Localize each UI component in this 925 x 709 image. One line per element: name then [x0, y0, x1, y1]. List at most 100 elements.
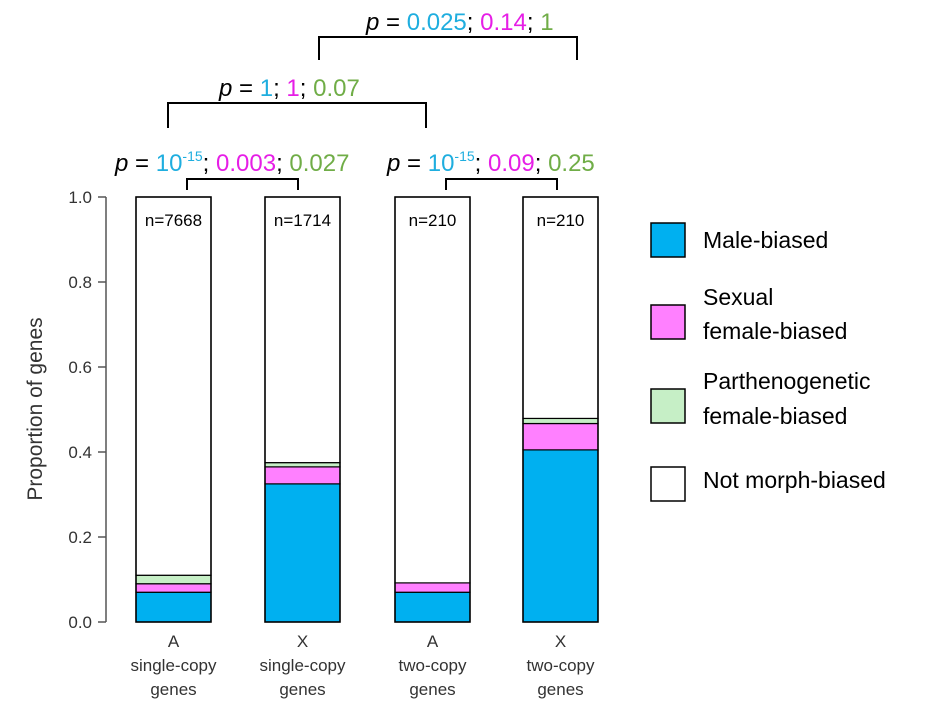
y-tick-label: 0.8 — [68, 273, 92, 292]
legend-swatch — [650, 388, 686, 424]
p-sep: ; — [475, 150, 488, 177]
bracket-a-x-two — [445, 178, 558, 190]
legend-item: Male-biased — [650, 222, 828, 258]
p-parth: 0.027 — [289, 150, 349, 177]
bar-n-label: n=1714 — [274, 211, 331, 230]
p-sep: ; — [203, 150, 216, 177]
p-male-exp: -15 — [454, 148, 474, 164]
legend-swatch — [650, 466, 686, 502]
p-annotation-a-vs-x-single: p = 10-15; 0.003; 0.027 — [114, 148, 349, 177]
x-tick-label: two-copy — [398, 656, 467, 675]
bar-segment-not-morph-biased — [522, 196, 599, 420]
bar-outline — [264, 196, 341, 623]
p-equals: = — [400, 150, 427, 177]
bar-outline — [522, 196, 599, 623]
p-parth: 0.07 — [313, 75, 360, 102]
y-tick-label: 1.0 — [68, 188, 92, 207]
bar-n-label: n=210 — [537, 211, 585, 230]
p-sexual: 1 — [286, 75, 299, 102]
bar-stack: n=1714 — [264, 196, 341, 623]
legend-label: Sexual — [703, 284, 773, 310]
legend-label: female-biased — [703, 318, 847, 344]
p-equals: = — [379, 9, 406, 36]
bar-segment-sexual-female-biased — [522, 422, 599, 451]
p-annotation-a-vs-x-two: p = 10-15; 0.09; 0.25 — [386, 148, 595, 177]
p-symbol: p — [365, 9, 379, 36]
p-parth: 1 — [540, 9, 553, 36]
p-annotation-x-single-vs-two: p = 0.025; 0.14; 1 — [365, 9, 554, 36]
bracket-mid — [167, 102, 427, 128]
y-tick-label: 0.4 — [68, 443, 92, 462]
bar-segment-parthenogenetic-female-biased — [522, 417, 599, 425]
legend-item: Sexual female-biased — [650, 284, 847, 344]
bar-stack: n=7668 — [135, 196, 212, 623]
p-sep: ; — [527, 9, 540, 36]
bar-outline — [135, 196, 212, 623]
y-axis: 0.0 0.2 0.4 0.6 0.8 1.0 — [68, 188, 107, 632]
p-symbol: p — [218, 75, 232, 102]
x-tick-label: A — [427, 632, 439, 651]
bar-stack: n=210 — [394, 196, 471, 623]
x-tick-label: X — [297, 632, 308, 651]
x-tick-label: single-copy — [131, 656, 217, 675]
bar-segment-sexual-female-biased — [394, 582, 471, 593]
legend-item: Parthenogenetic female-biased — [650, 368, 871, 429]
p-male: 0.025 — [407, 9, 467, 36]
bar-stack: n=210 — [522, 196, 599, 623]
bar-segment-not-morph-biased — [264, 196, 341, 464]
p-sexual: 0.14 — [480, 9, 527, 36]
p-equals: = — [232, 75, 259, 102]
bar-segment-sexual-female-biased — [135, 583, 212, 593]
legend-label: female-biased — [703, 403, 847, 429]
y-tick-label: 0.6 — [68, 358, 92, 377]
bar-segment-male-biased — [135, 591, 212, 623]
bar-segment-male-biased — [522, 449, 599, 623]
bars: n=7668 n=1714 n=210 n=210 — [135, 196, 599, 623]
bar-segment-male-biased — [394, 591, 471, 623]
x-tick-label: genes — [279, 680, 325, 699]
legend-item: Not morph-biased — [650, 466, 886, 502]
bar-segment-male-biased — [264, 483, 341, 623]
p-sexual: 0.09 — [488, 150, 535, 177]
p-equals: = — [128, 150, 155, 177]
p-annotation-a-single-vs-two: p = 1; 1; 0.07 — [218, 75, 360, 102]
p-male: 1 — [260, 75, 273, 102]
bar-segment-not-morph-biased — [135, 196, 212, 576]
x-tick-label: two-copy — [526, 656, 595, 675]
p-sep: ; — [276, 150, 289, 177]
x-tick-label: single-copy — [260, 656, 346, 675]
bracket-top — [318, 36, 578, 60]
p-parth: 0.25 — [548, 150, 595, 177]
p-sep: ; — [467, 9, 480, 36]
p-symbol: p — [386, 150, 400, 177]
x-tick-label: A — [168, 632, 180, 651]
x-tick-label: genes — [409, 680, 455, 699]
bracket-a-x-single — [186, 178, 299, 190]
bar-segment-parthenogenetic-female-biased — [135, 574, 212, 585]
p-sexual: 0.003 — [216, 150, 276, 177]
comparison-brackets — [167, 36, 578, 190]
p-male-base: 10 — [156, 150, 183, 177]
x-tick-label: X — [555, 632, 566, 651]
legend-label: Not morph-biased — [703, 467, 886, 493]
p-sep: ; — [300, 75, 313, 102]
y-axis-label: Proportion of genes — [24, 317, 47, 500]
x-tick-label: genes — [150, 680, 196, 699]
bar-segment-sexual-female-biased — [264, 466, 341, 485]
legend-swatch — [650, 304, 686, 340]
p-sep: ; — [535, 150, 548, 177]
p-symbol: p — [114, 150, 128, 177]
bar-segment-parthenogenetic-female-biased — [264, 462, 341, 468]
p-male-base: 10 — [428, 150, 455, 177]
bar-outline — [394, 196, 471, 623]
y-tick-label: 0.2 — [68, 528, 92, 547]
p-male-exp: -15 — [182, 148, 202, 164]
bar-n-label: n=7668 — [145, 211, 202, 230]
legend-swatch — [650, 222, 686, 258]
p-sep: ; — [273, 75, 286, 102]
legend: Male-biasedSexualfemale-biasedParthenoge… — [650, 222, 886, 502]
x-tick-label: genes — [537, 680, 583, 699]
bar-n-label: n=210 — [409, 211, 457, 230]
